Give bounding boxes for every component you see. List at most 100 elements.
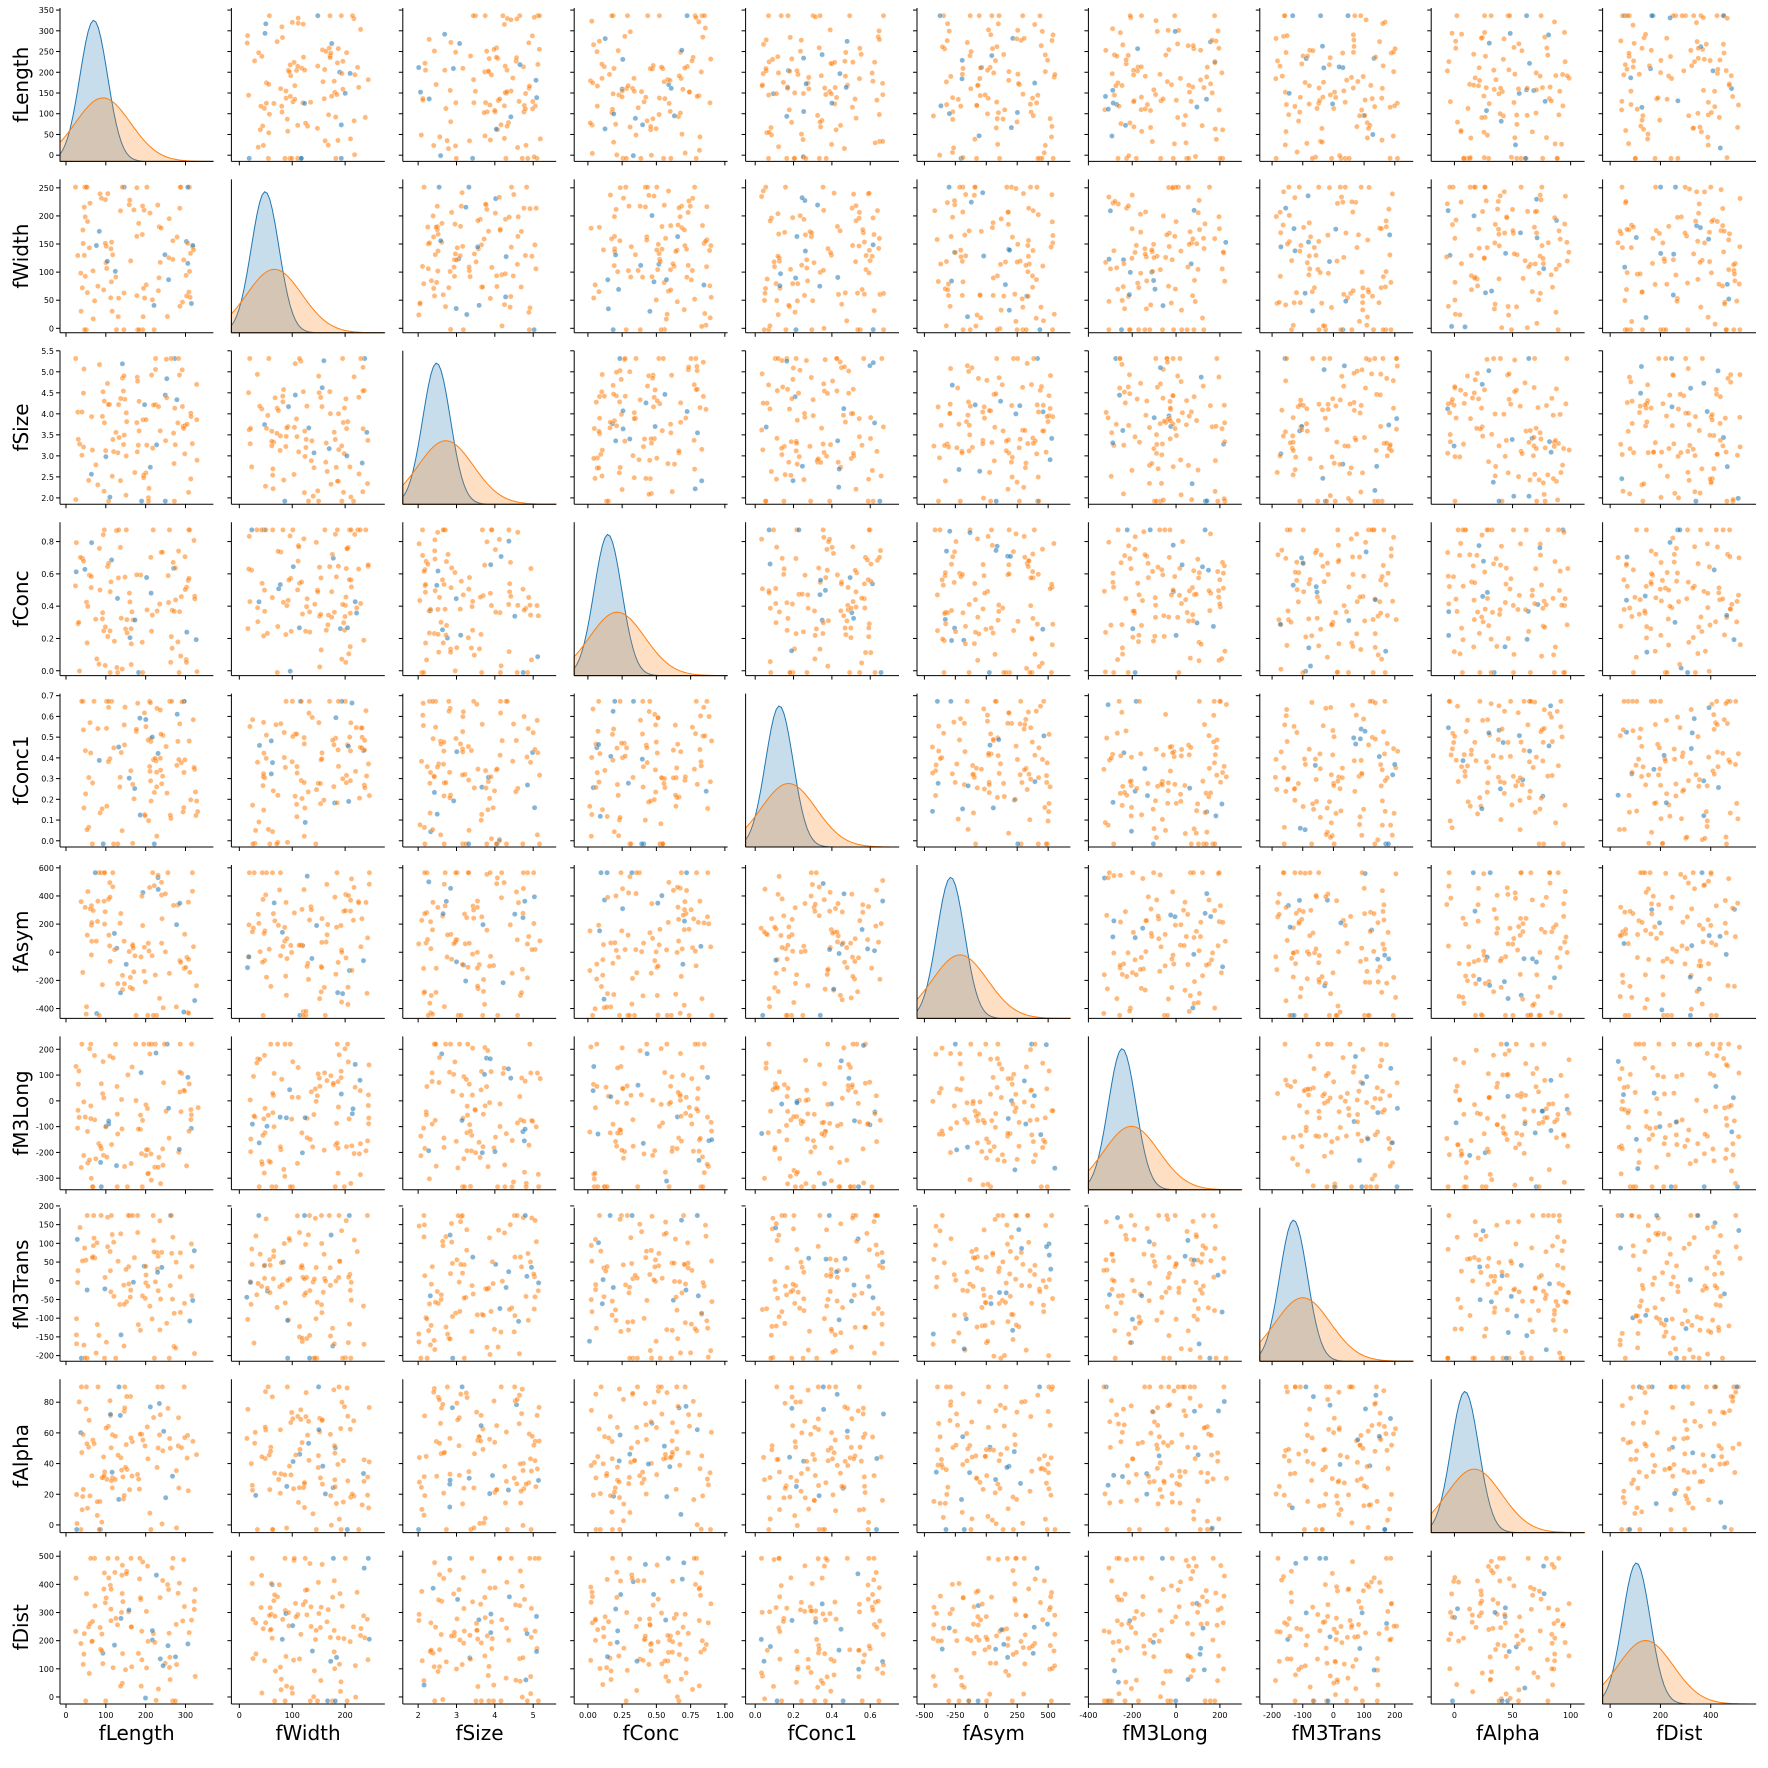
scatter-point — [304, 403, 310, 409]
scatter-point — [265, 81, 272, 88]
scatter-point — [128, 767, 134, 774]
scatter-point — [434, 529, 441, 536]
scatter-point — [1288, 257, 1295, 264]
scatter-point — [1006, 247, 1013, 253]
scatter-point — [1287, 527, 1293, 533]
scatter-point — [820, 527, 826, 533]
scatter-point — [1184, 326, 1190, 333]
scatter-point — [1170, 326, 1177, 333]
scatter-point — [291, 424, 298, 431]
scatter-point — [1624, 583, 1631, 590]
scatter-point — [1141, 528, 1147, 535]
scatter-point — [825, 538, 832, 545]
scatter-point — [257, 126, 264, 133]
scatter-point — [486, 795, 493, 802]
scatter-point — [1469, 395, 1476, 401]
scatter-point — [683, 415, 689, 421]
scatter-point — [954, 385, 961, 391]
scatter-point — [1318, 552, 1324, 558]
scatter-point — [1353, 631, 1360, 637]
scatter-point — [1336, 640, 1342, 647]
scatter-point — [1347, 401, 1353, 407]
scatter-point — [1130, 67, 1137, 73]
scatter-point — [771, 259, 777, 265]
scatter-point — [282, 155, 288, 162]
scatter-point — [649, 375, 656, 381]
scatter-point — [1327, 54, 1333, 61]
scatter-point — [1172, 286, 1179, 292]
scatter-point — [289, 758, 295, 765]
scatter-point — [781, 229, 788, 236]
scatter-point — [977, 65, 984, 71]
scatter-point — [1649, 12, 1655, 19]
scatter-point — [1722, 415, 1729, 421]
cell-fLength-vs-fM3Trans — [1255, 8, 1414, 166]
scatter-point — [1451, 648, 1458, 655]
scatter-point — [347, 136, 354, 142]
scatter-point — [1377, 610, 1384, 616]
scatter-point — [707, 100, 713, 106]
scatter-point — [648, 152, 655, 158]
scatter-point — [118, 615, 124, 621]
scatter-point — [619, 94, 625, 100]
scatter-point — [1537, 552, 1544, 558]
scatter-point — [934, 592, 941, 598]
scatter-point — [971, 640, 978, 647]
scatter-point — [947, 410, 953, 417]
y-tick-label: 150 — [39, 240, 54, 249]
scatter-point — [960, 154, 966, 161]
scatter-point — [822, 587, 829, 594]
scatter-point — [1214, 355, 1220, 362]
scatter-point — [1480, 558, 1487, 564]
scatter-point — [1320, 94, 1326, 100]
scatter-point — [1458, 127, 1464, 134]
scatter-point — [824, 567, 831, 573]
scatter-point — [496, 194, 503, 200]
scatter-point — [1364, 135, 1371, 141]
scatter-point — [252, 827, 259, 834]
scatter-point — [510, 75, 516, 81]
scatter-point — [286, 577, 292, 583]
scatter-point — [78, 270, 84, 276]
scatter-point — [280, 393, 286, 399]
scatter-point — [1193, 591, 1200, 597]
scatter-point — [1325, 571, 1331, 578]
scatter-point — [1618, 38, 1624, 44]
scatter-point — [808, 230, 815, 236]
scatter-point — [143, 574, 150, 581]
scatter-point — [265, 826, 272, 833]
scatter-point — [425, 561, 431, 567]
scatter-point — [701, 282, 707, 288]
scatter-point — [1513, 304, 1520, 310]
scatter-point — [260, 719, 267, 726]
scatter-point — [1303, 634, 1309, 640]
scatter-point — [115, 401, 122, 408]
scatter-point — [105, 698, 112, 705]
scatter-point — [1548, 272, 1554, 278]
scatter-point — [528, 565, 534, 572]
scatter-point — [1626, 50, 1632, 56]
y-axis-title: fWidth — [9, 224, 33, 289]
scatter-point — [644, 184, 651, 190]
scatter-point — [1115, 286, 1121, 292]
scatter-point — [1479, 593, 1486, 600]
scatter-point — [650, 115, 656, 122]
scatter-point — [1125, 384, 1132, 390]
scatter-point — [351, 374, 357, 380]
scatter-point — [347, 610, 354, 616]
scatter-point — [344, 625, 351, 631]
scatter-point — [1152, 91, 1159, 98]
scatter-point — [1561, 221, 1568, 227]
scatter-point — [1025, 237, 1032, 244]
scatter-point — [1380, 63, 1386, 69]
scatter-point — [1000, 116, 1006, 122]
scatter-point — [1447, 439, 1454, 445]
scatter-point — [947, 528, 953, 534]
scatter-point — [964, 362, 971, 369]
scatter-point — [1510, 602, 1517, 609]
scatter-point — [1152, 614, 1159, 621]
cell-fConc1-vs-fConc — [570, 693, 728, 851]
scatter-point — [316, 664, 323, 670]
scatter-point — [143, 723, 149, 730]
